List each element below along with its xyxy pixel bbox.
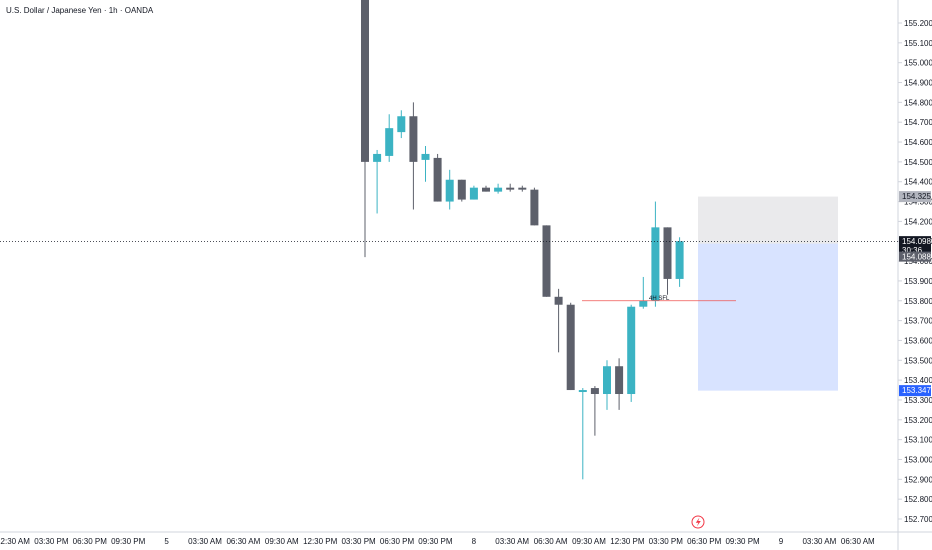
price-axis[interactable]: 152.700 152.800 152.900 153.000 153.100 153.2… — [897, 0, 932, 550]
stop-price-tag-bg — [899, 191, 931, 203]
price-tick-label: 153.200 — [904, 416, 932, 425]
candle-body — [445, 179, 454, 202]
price-tick-label: 152.800 — [904, 495, 932, 504]
price-tick-label: 154.600 — [904, 138, 932, 147]
candle-body — [397, 116, 406, 133]
candle-body — [457, 179, 466, 200]
time-tick-label: 06:30 AM — [226, 537, 260, 546]
chart-title: U.S. Dollar / Japanese Yen · 1h · OANDA — [6, 6, 154, 15]
stop-loss-zone[interactable] — [698, 196, 838, 244]
candle-body — [494, 187, 503, 192]
candle-body — [469, 187, 478, 200]
target-price-tag-text: 153.347 — [902, 386, 931, 395]
candle-body — [663, 227, 672, 279]
time-tick-label: 12:30 AM — [0, 537, 30, 546]
price-tick-label: 153.000 — [904, 455, 932, 464]
time-tick-label: 09:30 PM — [725, 537, 760, 546]
candle-body — [409, 116, 418, 162]
time-tick-label: 06:30 PM — [380, 537, 415, 546]
time-tick-label: 12:30 PM — [303, 537, 338, 546]
time-tick-label: 03:30 AM — [495, 537, 529, 546]
price-tick-label: 152.700 — [904, 515, 932, 524]
target-price-tag-bg — [899, 385, 931, 397]
candle-body — [421, 153, 430, 160]
marker-bolt — [695, 517, 701, 527]
entry-price-tag: 154.088 — [899, 251, 931, 262]
entry-price-tag-bg — [899, 251, 931, 262]
price-tick-label: 153.100 — [904, 436, 932, 445]
time-tick-label: 09:30 PM — [111, 537, 146, 546]
price-tick-label: 154.400 — [904, 178, 932, 187]
target-price-tag: 153.347 — [899, 385, 931, 397]
time-tick-label: 5 — [164, 537, 169, 546]
time-tick-label: 03:30 AM — [802, 537, 836, 546]
time-tick-label: 06:30 PM — [687, 537, 722, 546]
candle-body — [433, 157, 442, 202]
time-tick-label: 03:30 PM — [341, 537, 376, 546]
price-tick-label: 153.500 — [904, 356, 932, 365]
candle-body — [627, 306, 636, 395]
stop-price-tag-text: 154.325 — [902, 192, 931, 201]
candle-body — [518, 187, 527, 190]
price-tick-label: 153.300 — [904, 396, 932, 405]
price-tick-label: 153.400 — [904, 376, 932, 385]
price-tick-label: 153.700 — [904, 317, 932, 326]
price-tick-label: 153.600 — [904, 336, 932, 345]
time-tick-label: 03:30 PM — [34, 537, 69, 546]
time-tick-label: 9 — [779, 537, 784, 546]
candle-body — [554, 296, 563, 305]
candle-body — [603, 366, 611, 395]
candle-body — [675, 241, 684, 279]
candle-body — [482, 187, 490, 192]
entry-price-tag-text: 154.088 — [902, 253, 931, 262]
last-price-tag-text: 30:36 — [902, 246, 923, 255]
time-tick-label: 09:30 PM — [418, 537, 453, 546]
candle-body — [651, 227, 660, 301]
sfl-level-label: 4H SFL — [649, 296, 670, 302]
price-tick-label: 154.900 — [904, 79, 932, 88]
candle-body — [506, 187, 515, 190]
candle-body — [373, 153, 382, 162]
price-tick-label: 155.100 — [904, 39, 932, 48]
candle-body — [566, 304, 575, 391]
overlays: 4H SFL — [0, 241, 898, 529]
candle-body — [530, 189, 539, 226]
candle-body — [590, 388, 599, 395]
candle-body — [639, 300, 648, 307]
price-tick-label: 155.000 — [904, 59, 932, 68]
last-price-tag-bg — [899, 236, 931, 257]
candle-body — [578, 390, 587, 393]
price-tick-label: 153.900 — [904, 277, 932, 286]
time-tick-label: 03:30 AM — [188, 537, 222, 546]
time-tick-label: 12:30 PM — [610, 537, 645, 546]
price-tick-label: 154.800 — [904, 98, 932, 107]
candles — [361, 0, 684, 480]
position-zones[interactable] — [698, 196, 838, 391]
lightning-icon[interactable] — [691, 515, 705, 529]
time-tick-label: 09:30 AM — [572, 537, 606, 546]
price-tick-label: 154.700 — [904, 118, 932, 127]
take-profit-zone[interactable] — [698, 243, 838, 391]
price-tick-label: 152.900 — [904, 475, 932, 484]
candle-body — [361, 0, 369, 162]
candle-body — [542, 225, 551, 297]
price-tick-label: 154.200 — [904, 217, 932, 226]
price-tick-label: 155.200 — [904, 19, 932, 28]
time-tick-label: 09:30 AM — [265, 537, 299, 546]
last-price-tag-text: 154.098 — [902, 237, 931, 246]
price-tick-label: 153.800 — [904, 297, 932, 306]
candle-body — [385, 128, 394, 156]
time-tick-label: 06:30 AM — [534, 537, 568, 546]
time-tick-label: 03:30 PM — [649, 537, 684, 546]
price-tick-label: 154.500 — [904, 158, 932, 167]
stop-price-tag: 154.325 — [899, 191, 931, 203]
time-tick-label: 06:30 AM — [841, 537, 875, 546]
candle-body — [615, 366, 624, 395]
time-tick-label: 06:30 PM — [73, 537, 108, 546]
time-tick-label: 8 — [472, 537, 477, 546]
